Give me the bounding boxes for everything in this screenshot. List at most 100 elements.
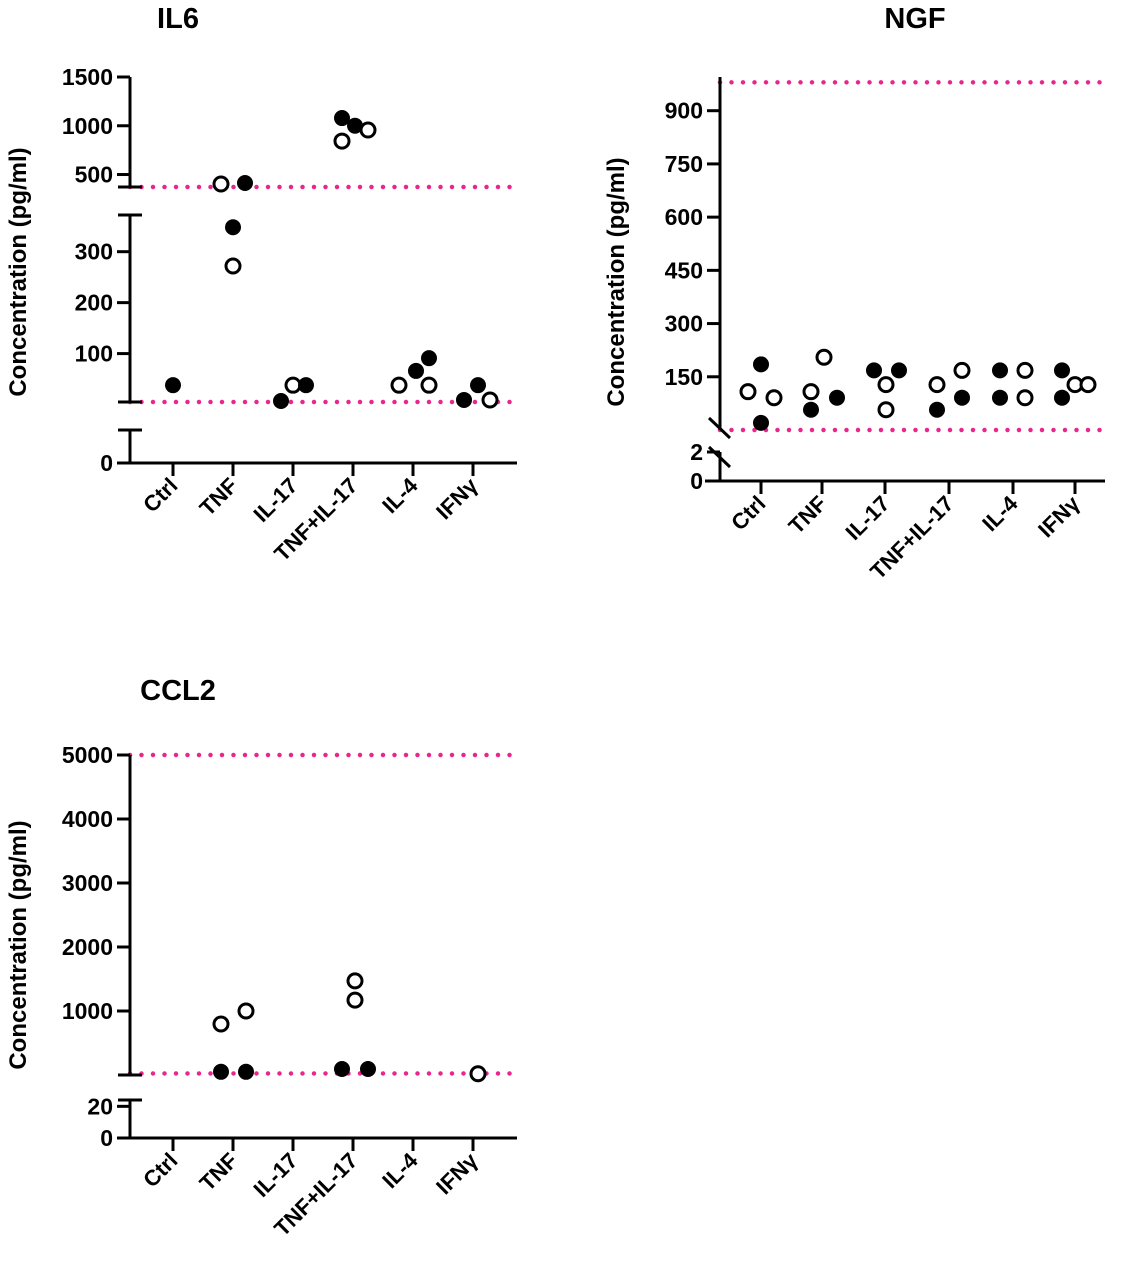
data-point-filled bbox=[992, 389, 1008, 406]
y-tick-label: 150 bbox=[665, 364, 703, 390]
y-tick-label: 0 bbox=[100, 450, 113, 476]
data-point-filled bbox=[866, 362, 882, 379]
y-tick-label: 750 bbox=[665, 151, 703, 177]
y-tick-label: 200 bbox=[75, 290, 113, 316]
data-point-filled bbox=[273, 392, 289, 409]
x-tick-label: TNF bbox=[195, 473, 243, 521]
data-point-open bbox=[481, 391, 499, 409]
data-point-filled bbox=[408, 362, 424, 379]
axis-break-slash bbox=[707, 416, 732, 440]
x-tick-label: IFNγ bbox=[1033, 490, 1085, 542]
data-point-filled bbox=[891, 362, 907, 379]
axis-break-slash bbox=[707, 445, 732, 469]
chart-ccl2: CCL2 Concentration (pg/ml) 0 20 1000 2000 30… bbox=[5, 675, 520, 1241]
chart-title: CCL2 bbox=[140, 675, 216, 707]
data-point-filled bbox=[1054, 362, 1070, 379]
data-point-open bbox=[212, 175, 230, 193]
y-tick-label: 300 bbox=[665, 311, 703, 337]
y-tick-label: 3000 bbox=[62, 870, 113, 896]
data-point-filled bbox=[225, 219, 241, 236]
data-point-filled bbox=[421, 350, 437, 367]
x-tick-label: Ctrl bbox=[138, 473, 182, 517]
y-axis-label: Concentration (pg/ml) bbox=[5, 820, 32, 1069]
x-tick-label: IL-17 bbox=[249, 1148, 303, 1202]
data-point-open bbox=[346, 972, 364, 990]
y-tick-label: 900 bbox=[665, 98, 703, 124]
y-tick-label: 100 bbox=[75, 341, 113, 367]
data-point-open bbox=[237, 1002, 255, 1020]
data-point-open bbox=[928, 376, 946, 394]
x-tick-label: IFNγ bbox=[431, 472, 483, 524]
x-tick-label: Ctrl bbox=[726, 491, 770, 535]
data-point-open bbox=[212, 1015, 230, 1033]
data-point-filled bbox=[803, 401, 819, 418]
data-point-open bbox=[469, 1065, 487, 1083]
data-point-open bbox=[1016, 361, 1034, 379]
x-tick-label: TNF bbox=[195, 1148, 243, 1196]
x-tick-label: Ctrl bbox=[138, 1148, 182, 1192]
y-tick-label: 4000 bbox=[62, 806, 113, 832]
data-point-open bbox=[346, 991, 364, 1009]
data-point-open bbox=[224, 257, 242, 275]
data-point-filled bbox=[238, 1063, 254, 1080]
y-tick-label: 0 bbox=[100, 1125, 113, 1151]
y-tick-label: 300 bbox=[75, 239, 113, 265]
data-point-open bbox=[359, 121, 377, 139]
data-point-open bbox=[802, 383, 820, 401]
chart-il6: IL6 Concentration (pg/ml) 0 100 200 300 500 1… bbox=[5, 3, 520, 566]
data-point-filled bbox=[992, 362, 1008, 379]
y-tick-label: 5000 bbox=[62, 742, 113, 768]
data-point-open bbox=[390, 376, 408, 394]
data-point-open bbox=[1016, 389, 1034, 407]
data-point-open bbox=[877, 401, 895, 419]
y-tick-label: 450 bbox=[665, 257, 703, 283]
y-axis-label: Concentration (pg/ml) bbox=[603, 157, 630, 406]
data-point-filled bbox=[298, 377, 314, 394]
data-point-filled bbox=[213, 1063, 229, 1080]
data-point-filled bbox=[360, 1060, 376, 1077]
data-point-open bbox=[739, 383, 757, 401]
x-tick-label: TNF bbox=[784, 491, 832, 539]
data-point-open bbox=[420, 376, 438, 394]
x-tick-label: IL-4 bbox=[977, 490, 1023, 536]
data-point-open bbox=[333, 132, 351, 150]
x-tick-label: IFNγ bbox=[431, 1147, 483, 1199]
y-axis-label: Concentration (pg/ml) bbox=[5, 147, 32, 396]
y-tick-label: 500 bbox=[75, 162, 113, 188]
data-point-open bbox=[877, 376, 895, 394]
data-point-filled bbox=[1054, 389, 1070, 406]
chart-title: IL6 bbox=[157, 3, 199, 35]
data-point-filled bbox=[334, 110, 350, 127]
data-point-filled bbox=[470, 377, 486, 394]
y-tick-label: 20 bbox=[87, 1093, 113, 1119]
data-point-filled bbox=[954, 389, 970, 406]
chart-title: NGF bbox=[884, 3, 945, 35]
y-tick-label: 600 bbox=[665, 204, 703, 230]
x-tick-label: IL-17 bbox=[841, 491, 895, 545]
data-point-open bbox=[284, 376, 302, 394]
data-point-filled bbox=[347, 117, 363, 134]
data-point-filled bbox=[929, 401, 945, 418]
data-point-filled bbox=[165, 377, 181, 394]
y-tick-label: 2 bbox=[690, 439, 703, 465]
data-point-open bbox=[765, 389, 783, 407]
x-tick-label: IL-4 bbox=[377, 472, 423, 518]
y-tick-label: 2000 bbox=[62, 934, 113, 960]
data-point-filled bbox=[456, 391, 472, 408]
data-point-filled bbox=[753, 356, 769, 373]
data-point-open bbox=[815, 348, 833, 366]
x-tick-label: IL-17 bbox=[249, 473, 303, 527]
data-point-filled bbox=[237, 175, 253, 192]
y-tick-label: 1500 bbox=[62, 64, 113, 90]
x-tick-label: IL-4 bbox=[377, 1147, 423, 1193]
y-tick-label: 0 bbox=[690, 468, 703, 494]
data-point-open bbox=[953, 361, 971, 379]
y-tick-label: 1000 bbox=[62, 113, 113, 139]
data-point-filled bbox=[753, 414, 769, 431]
chart-ngf: NGF Concentration (pg/ml) 0 2 150 300 450 600… bbox=[603, 3, 1108, 584]
y-tick-label: 1000 bbox=[62, 998, 113, 1024]
